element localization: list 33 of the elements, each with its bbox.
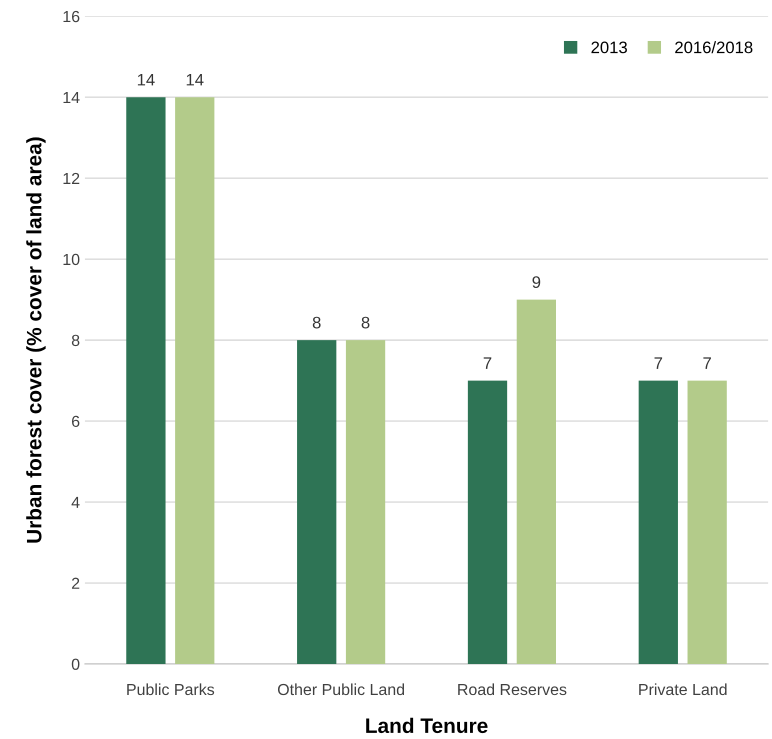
- data-label: 14: [186, 74, 204, 86]
- data-label: 14: [138, 74, 155, 86]
- y-tick-label: 14: [64, 92, 80, 104]
- y-tick-label: 12: [64, 172, 80, 184]
- bar: [468, 380, 508, 664]
- data-label: 7: [654, 357, 662, 369]
- data-label: 7: [484, 357, 492, 369]
- x-tick-label: Public Parks: [127, 683, 214, 696]
- data-label: 9: [532, 276, 540, 288]
- bar: [126, 97, 166, 664]
- y-tick-label: 4: [72, 496, 80, 508]
- y-tick-label: 0: [72, 658, 80, 670]
- x-tick-label: Private Land: [639, 683, 727, 696]
- data-label: 8: [362, 316, 370, 328]
- bar: [688, 380, 727, 664]
- x-tick-label: Road Reserves: [458, 683, 566, 696]
- bar: [297, 340, 336, 664]
- bar: [516, 300, 556, 664]
- y-tick-label: 16: [64, 10, 80, 22]
- bar: [346, 340, 386, 664]
- legend-label: 2016/2018: [675, 41, 752, 54]
- y-tick-label: 6: [72, 416, 80, 428]
- x-tick-label: Other Public Land: [278, 683, 404, 696]
- y-axis-title: Urban forest cover (% cover of land area): [26, 137, 46, 543]
- x-axis-title: Land Tenure: [366, 718, 488, 734]
- y-tick-label: 2: [72, 578, 80, 589]
- y-tick-label: 8: [72, 334, 80, 346]
- bar: [175, 97, 214, 664]
- data-label: 7: [703, 357, 711, 369]
- bar: [638, 380, 678, 664]
- legend-label: 2013: [591, 42, 627, 54]
- data-label: 8: [312, 316, 321, 328]
- y-tick-label: 10: [64, 254, 80, 266]
